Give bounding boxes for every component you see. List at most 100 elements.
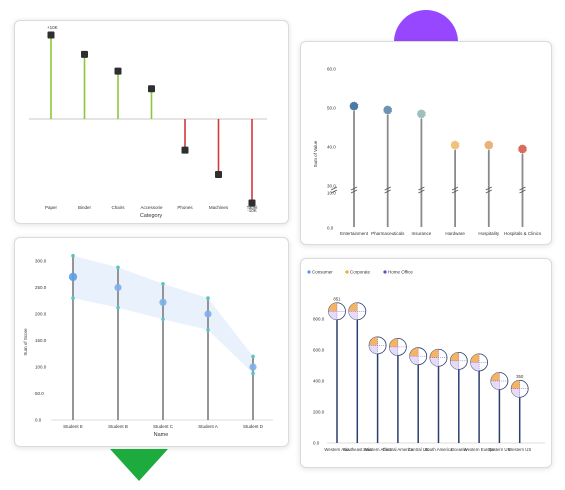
tick-label: Binder bbox=[78, 205, 92, 210]
tick-label: Western US bbox=[508, 447, 531, 452]
data-label-last: 350 bbox=[516, 374, 524, 379]
range-lower-point bbox=[71, 296, 75, 300]
axis-break-mark bbox=[350, 186, 358, 194]
tick-label: Insurance bbox=[412, 231, 432, 236]
pie-slice bbox=[369, 336, 378, 346]
pie-slice bbox=[450, 352, 459, 361]
tick-label: Student C bbox=[153, 424, 174, 429]
lollipop-marker bbox=[81, 50, 88, 58]
lollipop-marker bbox=[450, 140, 461, 151]
y-tick-label: 400.0 bbox=[313, 379, 325, 384]
pie-slice bbox=[470, 353, 480, 363]
range-upper-point bbox=[161, 281, 165, 286]
y-tick-label: 800.0 bbox=[313, 317, 325, 322]
lollipop-marker bbox=[47, 31, 55, 39]
lollipop-marker bbox=[416, 108, 427, 120]
lollipop-marker bbox=[68, 272, 78, 282]
tick-label: South America bbox=[425, 447, 454, 452]
y-tick-label: 0.0 bbox=[327, 226, 334, 231]
range-upper-point bbox=[71, 253, 75, 258]
y-tick-label: 200.0 bbox=[313, 410, 325, 415]
region-pie-lollipop-card: Consumer Corporate Home Office 0.0 200.0 400.… bbox=[300, 258, 552, 468]
y-tick-label: 100.0 bbox=[35, 365, 47, 370]
tick-label: Student B bbox=[108, 424, 128, 429]
tick-label: Entertainment bbox=[340, 231, 369, 236]
tick-label: Oceania bbox=[451, 447, 468, 452]
pie-slice bbox=[430, 357, 439, 367]
pie-slice bbox=[369, 345, 378, 354]
axis-break-mark bbox=[384, 186, 391, 194]
range-upper-point bbox=[251, 354, 255, 359]
tick-label: Student E bbox=[63, 424, 83, 429]
tick-label: Phones bbox=[177, 205, 193, 210]
tick-label: Accessorie bbox=[140, 205, 163, 210]
pie-slice bbox=[490, 381, 500, 390]
category-lollipop-card: Paper Binder Chairs Accessorie Phones Machine… bbox=[14, 20, 289, 224]
lollipop-marker bbox=[204, 310, 212, 318]
y-axis-title: Sum of Score bbox=[23, 328, 28, 356]
lollipop-marker bbox=[348, 101, 360, 112]
student-score-card: 0.0 50.0 100.0 150.0 200.0 250.0 300.0 Sum of S… bbox=[14, 237, 289, 447]
data-label-min: -10K bbox=[247, 208, 257, 213]
pie-slice bbox=[328, 311, 337, 320]
tick-label: Eastern US bbox=[488, 447, 510, 452]
pie-slice bbox=[328, 302, 337, 312]
region-pie-lollipop-chart: Consumer Corporate Home Office 0.0 200.0 400.… bbox=[307, 270, 545, 452]
tick-label: Southeast Asia bbox=[343, 447, 372, 452]
range-lower-point bbox=[116, 305, 120, 310]
industry-lollipop-card: 0.0 10.0 30.0 40.0 50.0 60.0 Sum of Value Enter… bbox=[300, 41, 552, 245]
y-tick-label: 250.0 bbox=[35, 285, 47, 290]
tick-label: Paper bbox=[45, 205, 58, 210]
lollipop-marker bbox=[483, 140, 494, 151]
axis-break-mark bbox=[451, 186, 459, 194]
axis-break-mark bbox=[418, 186, 425, 194]
y-tick-label: 300.0 bbox=[35, 259, 47, 264]
y-tick-label: 200.0 bbox=[35, 312, 47, 317]
range-lower-point bbox=[251, 371, 255, 376]
axis-break-mark bbox=[485, 186, 492, 194]
pie-slice bbox=[430, 349, 439, 358]
pie-slice bbox=[490, 372, 500, 381]
pie-slice bbox=[409, 356, 419, 365]
student-score-chart: 0.0 50.0 100.0 150.0 200.0 250.0 300.0 Sum of S… bbox=[23, 253, 273, 438]
pie-slice bbox=[511, 380, 520, 389]
y-axis-break-mark bbox=[330, 186, 338, 194]
tick-label: Central US bbox=[408, 447, 429, 452]
tick-label: Chairs bbox=[111, 205, 125, 210]
tick-label: Student A bbox=[198, 424, 218, 429]
y-tick-label: 0.0 bbox=[313, 441, 320, 446]
data-label-first: 851 bbox=[333, 296, 341, 301]
lollipop-marker bbox=[114, 283, 122, 292]
lollipop-marker bbox=[148, 85, 155, 93]
tick-label: Hardware bbox=[445, 231, 465, 236]
y-tick-label: 60.0 bbox=[327, 67, 336, 72]
pie-slice bbox=[511, 388, 520, 398]
range-lower-point bbox=[206, 328, 210, 332]
category-lollipop-chart: Paper Binder Chairs Accessorie Phones Machine… bbox=[29, 25, 267, 219]
y-tick-label: 50.0 bbox=[35, 391, 44, 396]
tick-label: Western Africa bbox=[364, 447, 392, 452]
y-tick-label: 600.0 bbox=[313, 348, 325, 353]
pie-slice bbox=[389, 338, 398, 347]
y-tick-label: 40.0 bbox=[327, 145, 336, 150]
pie-slice bbox=[450, 360, 459, 370]
tick-label: Hospitality bbox=[478, 231, 500, 236]
lollipop-marker bbox=[249, 363, 257, 371]
tick-label: Pharmaceuticals bbox=[371, 231, 405, 236]
lollipop-marker bbox=[517, 143, 528, 155]
legend-swatch bbox=[307, 270, 311, 274]
tick-label: Western Asia bbox=[324, 447, 350, 452]
tick-label: Machines bbox=[209, 205, 229, 210]
y-tick-label: 50.0 bbox=[327, 106, 336, 111]
decorative-green-triangle bbox=[110, 449, 168, 481]
lollipop-marker bbox=[248, 199, 256, 207]
legend-swatch bbox=[345, 270, 349, 274]
x-axis-title: Category bbox=[140, 213, 163, 219]
tick-label: Central America bbox=[383, 447, 414, 452]
lollipop-marker bbox=[215, 170, 222, 178]
axis-break-mark bbox=[519, 186, 526, 194]
legend-swatch bbox=[383, 270, 387, 274]
pie-slice bbox=[409, 347, 419, 357]
lollipop-marker bbox=[382, 104, 393, 116]
